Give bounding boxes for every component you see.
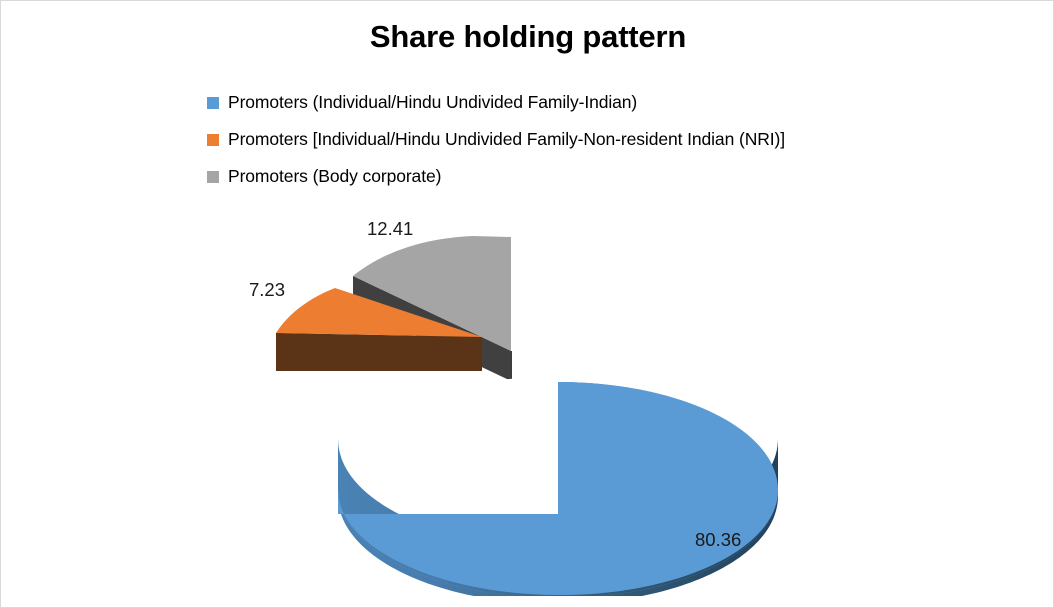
legend-item-label: Promoters [Individual/Hindu Undivided Fa… (228, 129, 786, 149)
pie-slice-blue-face[interactable] (338, 382, 778, 596)
legend-item-label: Promoters (Individual/Hindu Undivided Fa… (228, 92, 638, 112)
legend-item[interactable]: Promoters [Individual/Hindu Undivided Fa… (207, 121, 907, 158)
legend-swatch-icon (207, 133, 219, 146)
pie-notch-wall (558, 382, 561, 514)
chart-legend: Promoters (Individual/Hindu Undivided Fa… (207, 84, 907, 195)
pie-notch-cut (338, 286, 561, 514)
pie-slice-gray-top[interactable] (353, 236, 511, 351)
legend-item[interactable]: Promoters (Body corporate) (207, 158, 907, 195)
legend-swatch-icon (207, 170, 219, 183)
data-label-blue: 80.36 (695, 529, 742, 550)
data-label-gray: 12.41 (367, 218, 414, 239)
data-label-orange: 7.23 (249, 279, 286, 300)
pie-slice-orange-side-b (276, 333, 482, 371)
pie-plot-area: 12.41 7.23 80.36 (1, 196, 1053, 596)
legend-item-label: Promoters (Body corporate) (228, 166, 442, 186)
legend-item[interactable]: Promoters (Individual/Hindu Undivided Fa… (207, 84, 907, 121)
pie-slice-orange-top[interactable] (276, 288, 482, 337)
legend-swatch-icon (207, 96, 219, 109)
chart-title: Share holding pattern (369, 19, 687, 54)
pie-slice-gray-side-right (511, 351, 512, 381)
pie-3d-svg (276, 236, 778, 596)
